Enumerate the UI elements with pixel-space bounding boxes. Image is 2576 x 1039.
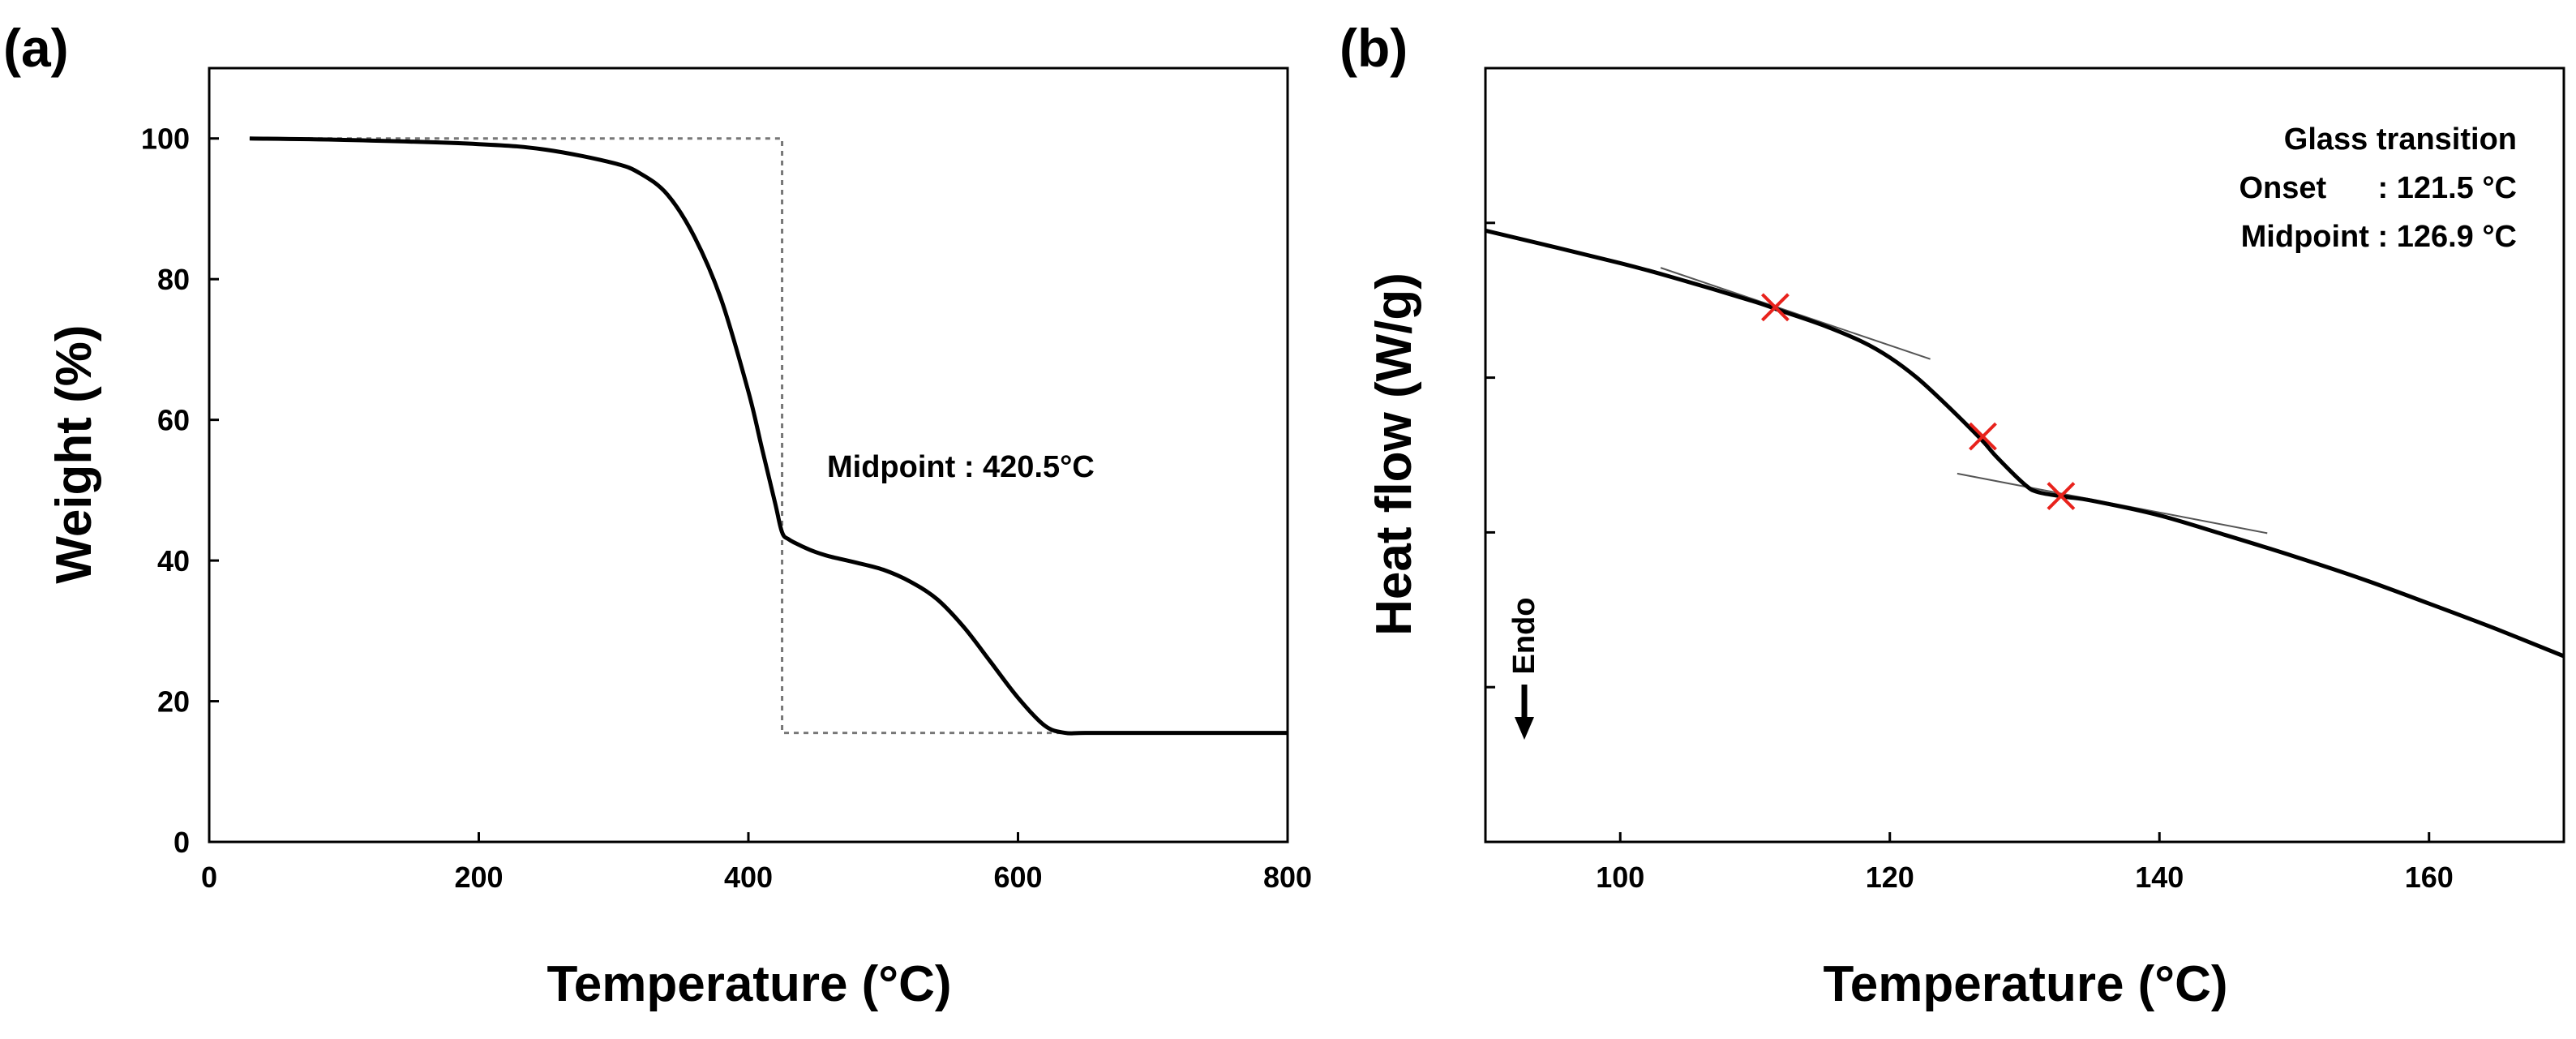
legend-onset: Onset : 121.5 °C xyxy=(2239,171,2517,205)
panel-b-x-tick-label: 100 xyxy=(1596,861,1644,894)
panel-a-y-tick-label: 100 xyxy=(141,122,190,156)
panel-b: (b) 100 120 140 160 Glass transition Onset … xyxy=(1339,18,2565,1012)
panel-a-x-tick-label: 600 xyxy=(993,861,1042,894)
panel-a-y-axis-label: Weight (%) xyxy=(46,324,102,583)
panel-a-y-tick-label: 20 xyxy=(157,685,190,719)
legend-midpoint: Midpoint : 126.9 °C xyxy=(2241,220,2517,254)
panel-a-y-tick-label: 60 xyxy=(157,404,190,437)
panel-a-ticks: 0 200 400 600 800 0 20 40 60 80 100 xyxy=(141,122,1312,894)
panel-a-y-tick-label: 80 xyxy=(157,263,190,296)
panel-b-x-tick-label: 140 xyxy=(2135,861,2184,894)
panel-b-x-tick-label: 160 xyxy=(2405,861,2454,894)
panel-b-cross-marker xyxy=(2047,482,2076,510)
endo-label: Endo xyxy=(1507,598,1541,675)
endo-arrow-icon xyxy=(1515,685,1534,740)
panel-b-cross-marker xyxy=(1969,422,1997,451)
legend-title: Glass transition xyxy=(2284,122,2517,157)
panel-b-tangent-line xyxy=(1660,267,1931,360)
panel-a-x-axis-label: Temperature (°C) xyxy=(546,956,951,1012)
panel-b-label: (b) xyxy=(1339,18,1408,78)
panel-b-x-axis-label: Temperature (°C) xyxy=(1823,956,2227,1012)
panel-b-ticks: 100 120 140 160 xyxy=(1485,67,2454,894)
panel-a-x-tick-label: 800 xyxy=(1263,861,1312,894)
panel-a-midpoint-guide xyxy=(249,137,1079,735)
panel-a-midpoint-annotation: Midpoint : 420.5°C xyxy=(827,450,1095,484)
panel-a-y-tick-label: 40 xyxy=(157,544,190,577)
panel-a: (a) 0 200 400 600 800 0 20 40 60 80 100 Midpoint :… xyxy=(3,18,1312,1012)
panel-b-x-tick-label: 120 xyxy=(1866,861,1914,894)
panel-b-tangent-lines xyxy=(1660,267,2268,535)
panel-a-x-tick-label: 200 xyxy=(454,861,503,894)
panel-a-y-tick-label: 0 xyxy=(174,826,190,859)
panel-b-dsc-curve xyxy=(1485,228,2565,659)
panel-b-plot-frame xyxy=(1484,67,2565,844)
panel-b-y-axis-label: Heat flow (W/g) xyxy=(1366,273,1422,636)
panel-a-plot-frame xyxy=(208,67,1289,844)
panel-b-markers xyxy=(1761,293,2076,510)
panel-b-cross-marker xyxy=(1761,293,1789,322)
panel-a-label: (a) xyxy=(3,18,69,78)
panel-a-x-tick-label: 0 xyxy=(201,861,217,894)
panel-a-x-tick-label: 400 xyxy=(724,861,773,894)
panel-a-tga-curve xyxy=(249,136,1288,736)
